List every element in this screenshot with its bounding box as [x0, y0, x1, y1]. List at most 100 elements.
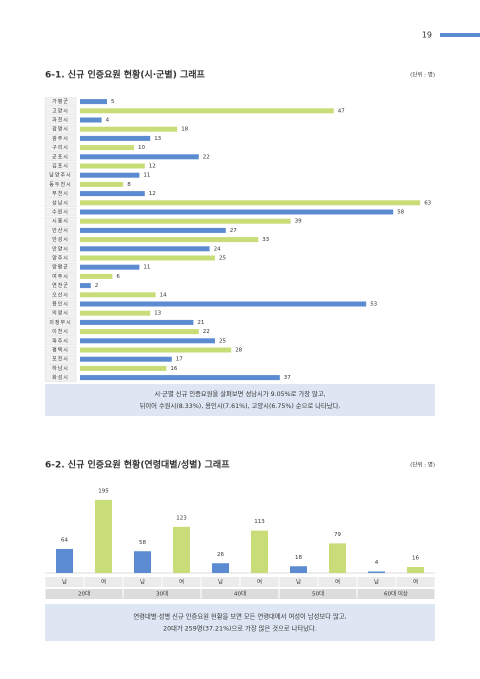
- category-label: 남양주시: [49, 172, 71, 179]
- group-label: 20대: [78, 590, 90, 598]
- bar: [368, 571, 385, 573]
- value-label: 47: [338, 108, 345, 114]
- category-label: 여: [413, 578, 418, 586]
- bar: [134, 551, 151, 573]
- category-cell: [45, 577, 84, 587]
- group-cell: [45, 589, 123, 599]
- category-label: 포천시: [52, 356, 69, 363]
- value-label: 123: [176, 515, 187, 521]
- bar: [80, 356, 172, 362]
- value-label: 13: [154, 136, 161, 142]
- bar: [80, 375, 280, 381]
- unit-label: (단위 : 명): [410, 461, 435, 469]
- value-label: 4: [375, 560, 379, 566]
- category-cell: [44, 336, 77, 345]
- value-label: 22: [203, 154, 210, 160]
- category-cell: [44, 226, 77, 235]
- group-cell: [357, 589, 435, 599]
- summary-text: 뒤이어 수원시(8.33%), 용인시(7.61%), 고양시(6.75%) 순…: [140, 401, 341, 410]
- category-label: 성남시: [52, 199, 69, 206]
- value-label: 25: [219, 256, 226, 262]
- group-cell: [201, 589, 279, 599]
- category-cell: [318, 577, 357, 587]
- category-cell: [44, 198, 77, 208]
- bar: [80, 283, 91, 289]
- category-cell: [44, 253, 77, 263]
- value-label: 79: [334, 532, 341, 538]
- value-label: 27: [230, 228, 237, 234]
- category-cell: [44, 106, 77, 116]
- category-cell: [44, 115, 77, 125]
- value-label: 18: [295, 555, 302, 561]
- value-label: 24: [214, 246, 221, 252]
- category-label: 여: [335, 578, 340, 586]
- summary-box: [45, 384, 435, 416]
- value-label: 28: [235, 348, 242, 354]
- category-label: 용인시: [52, 301, 69, 308]
- category-cell: [44, 272, 77, 281]
- value-label: 14: [160, 292, 167, 298]
- value-label: 64: [61, 538, 68, 544]
- category-cell: [44, 281, 77, 290]
- group-label: 60대 이상: [384, 590, 408, 598]
- value-label: 58: [139, 540, 146, 546]
- category-cell: [44, 124, 77, 134]
- category-cell: [357, 577, 396, 587]
- bar: [80, 163, 145, 169]
- bar: [80, 264, 140, 270]
- value-label: 26: [217, 552, 224, 558]
- bar: [80, 329, 199, 335]
- bar: [80, 200, 421, 206]
- category-cell: [44, 318, 77, 327]
- bar: [80, 181, 124, 187]
- bar: [56, 549, 73, 573]
- category-label: 동두천시: [49, 181, 71, 188]
- value-label: 17: [176, 357, 183, 363]
- bar: [80, 292, 156, 298]
- category-cell: [84, 577, 123, 587]
- summary-text: 20대가 259명(37.21%)으로 가장 많은 것으로 나타났다.: [163, 624, 317, 633]
- category-cell: [396, 577, 435, 587]
- unit-label: (단위 : 명): [410, 71, 435, 79]
- value-label: 8: [127, 182, 131, 188]
- category-label: 과천시: [52, 117, 69, 124]
- bar: [80, 338, 215, 344]
- bar: [80, 246, 210, 252]
- group-label: 30대: [156, 590, 168, 598]
- value-label: 58: [397, 210, 404, 216]
- bar: [251, 530, 268, 573]
- category-label: 여주시: [52, 273, 69, 280]
- category-label: 오산시: [52, 291, 69, 298]
- value-label: 18: [181, 127, 188, 133]
- category-cell: [44, 290, 77, 299]
- category-label: 수원시: [52, 209, 69, 216]
- category-cell: [44, 235, 77, 244]
- category-cell: [44, 207, 77, 217]
- category-label: 이천시: [52, 328, 69, 335]
- bar: [80, 117, 102, 123]
- bar: [80, 301, 367, 307]
- bar: [80, 365, 167, 371]
- bar: [80, 135, 151, 141]
- value-label: 195: [98, 488, 109, 494]
- category-cell: [44, 97, 77, 106]
- value-label: 53: [370, 302, 377, 308]
- category-cell: [44, 180, 77, 189]
- category-label: 시흥시: [52, 218, 69, 225]
- category-cell: [44, 373, 77, 382]
- category-cell: [44, 189, 77, 198]
- category-label: 양주시: [52, 255, 69, 262]
- category-label: 의왕시: [52, 310, 69, 317]
- value-label: 13: [154, 311, 161, 317]
- bar: [80, 108, 334, 114]
- category-label: 남: [62, 578, 67, 586]
- category-label: 가평군: [52, 98, 69, 105]
- bar: [80, 172, 140, 178]
- category-cell: [240, 577, 279, 587]
- category-cell: [44, 244, 77, 254]
- bar: [329, 543, 346, 573]
- bar: [80, 319, 194, 325]
- page-number: 19: [422, 31, 432, 40]
- group-cell: [123, 589, 201, 599]
